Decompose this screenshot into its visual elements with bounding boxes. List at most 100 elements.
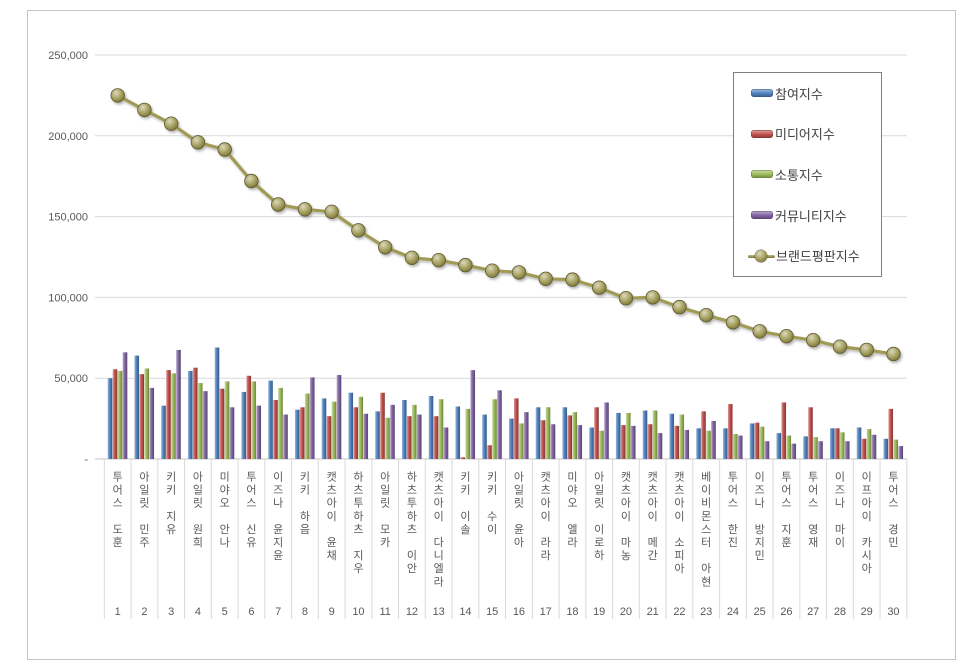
bar: [839, 432, 845, 459]
category-name-labels: 투어스도훈아일릿민주키키지유아일릿원희미야오안나투어스신유이즈나윤지윤키키하음캣…: [113, 470, 899, 589]
bar: [416, 414, 422, 459]
category-name-char: 츠: [353, 484, 363, 497]
bar: [487, 445, 492, 459]
bar: [326, 416, 332, 459]
line-marker: [404, 250, 420, 265]
bar-series-3: [122, 349, 904, 459]
bar: [652, 410, 658, 459]
rank-label: 11: [379, 606, 390, 618]
category-name-char: 간: [648, 549, 658, 562]
category-name-char: 스: [728, 497, 738, 510]
category-name-char: 마: [835, 523, 845, 536]
category-name-char: 투: [353, 498, 363, 510]
category-name-char: 츠: [407, 523, 417, 536]
category-name-char: 이: [701, 484, 711, 497]
line-marker: [244, 173, 259, 189]
bar: [149, 387, 155, 459]
category-name-char: 이: [327, 510, 337, 523]
rank-label: 23: [700, 606, 712, 618]
rank-label: 24: [727, 606, 739, 618]
category-name-char: 일: [514, 483, 524, 497]
rank-label: 10: [352, 606, 364, 618]
bar: [786, 435, 792, 459]
rank-label: 2: [141, 606, 147, 618]
category-name-char: 라: [567, 536, 577, 549]
rank-label: 26: [780, 606, 792, 618]
bar: [696, 428, 701, 459]
bar: [594, 407, 599, 459]
category-name-char: 키: [487, 471, 497, 484]
category-name-char: 이: [487, 523, 497, 536]
line-marker: [725, 315, 741, 330]
bar: [599, 430, 604, 459]
bar: [139, 374, 145, 459]
bar: [856, 427, 862, 459]
category-name-char: 윤: [514, 523, 524, 536]
category-name-char: 츠: [327, 484, 337, 497]
rank-label: 6: [248, 606, 254, 618]
category-name-char: 카: [862, 536, 872, 549]
bar: [776, 433, 782, 459]
category-name-char: 투: [728, 472, 738, 484]
line-marker: [752, 324, 767, 339]
bar: [866, 429, 872, 459]
bar: [567, 415, 573, 459]
legend-item-community-index: 커뮤니티지수: [734, 195, 881, 236]
rank-label: 21: [647, 606, 659, 618]
category-name-char: 이: [541, 510, 551, 523]
rank-label: 30: [887, 606, 899, 618]
category-name-char: 하: [353, 509, 363, 523]
line-marker: [110, 88, 125, 103]
bar: [363, 413, 369, 459]
bar: [117, 370, 123, 459]
bar: [321, 398, 327, 459]
category-name-char: 어: [781, 484, 791, 497]
bar: [251, 381, 257, 459]
bar: [482, 414, 487, 459]
category-name-char: 츠: [434, 484, 444, 497]
bar: [674, 425, 680, 459]
rank-label: 5: [222, 606, 228, 618]
category-name-char: 나: [220, 536, 230, 549]
category-name-char: 릿: [193, 497, 203, 510]
bar: [808, 407, 813, 459]
line-marker: [351, 223, 366, 238]
category-name-char: 츠: [353, 523, 363, 536]
category-name-char: 이: [648, 510, 658, 523]
rank-label: 19: [593, 606, 605, 618]
y-axis-labels: - 50,000 100,000 150,000 200,000 250,000: [48, 50, 88, 466]
category-name-char: 경: [888, 523, 898, 536]
category-name-char: 미: [220, 471, 230, 484]
category-name-char: 음: [300, 523, 310, 536]
rank-label: 15: [486, 606, 498, 618]
legend-label: 참여지수: [775, 86, 823, 102]
category-name-char: 투: [808, 472, 818, 484]
category-name-char: 이: [835, 471, 845, 484]
category-name-char: 이: [862, 471, 872, 484]
bar-series-1: [112, 367, 894, 459]
community-index-swatch-icon: [751, 211, 773, 220]
bar: [518, 423, 524, 459]
category-name-char: 아: [514, 536, 524, 549]
rank-label: 25: [754, 606, 766, 618]
y-tick-label: 250,000: [48, 50, 88, 62]
bar: [224, 381, 230, 459]
bar: [706, 430, 711, 459]
bar: [241, 391, 247, 459]
category-name-char: 스: [113, 497, 123, 510]
bar: [791, 443, 797, 459]
line-marker: [859, 342, 874, 358]
bar: [888, 408, 894, 459]
bar: [309, 377, 315, 459]
category-name-char: 츠: [541, 484, 551, 497]
rank-label: 12: [406, 606, 418, 618]
category-name-char: 도: [113, 524, 123, 536]
category-name-char: 캣: [648, 471, 658, 484]
y-tick-label: 50,000: [54, 373, 88, 385]
category-name-char: 로: [594, 537, 604, 549]
bar: [219, 388, 225, 459]
bar: [385, 417, 390, 459]
bar: [844, 441, 850, 459]
category-name-char: 하: [300, 509, 310, 523]
